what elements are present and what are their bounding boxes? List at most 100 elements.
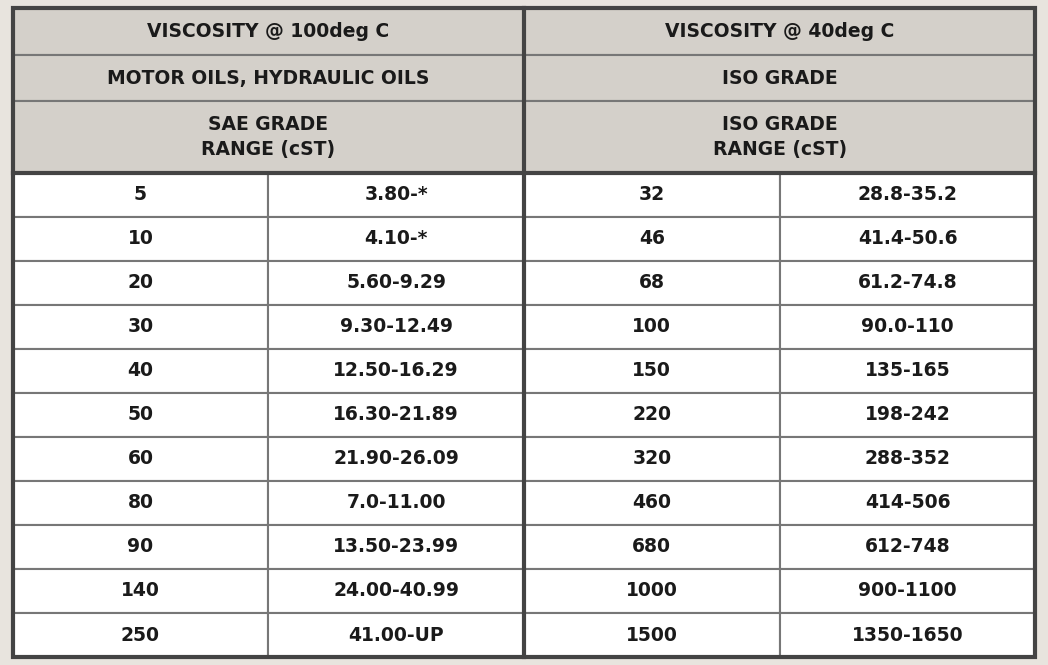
Bar (524, 8, 1035, 55)
Bar (780, 217, 1035, 261)
Bar (13, 525, 268, 569)
Bar (268, 217, 524, 261)
Bar (268, 349, 524, 393)
Bar (268, 305, 524, 349)
Bar (13, 217, 268, 261)
Text: 3.80-*: 3.80-* (365, 186, 428, 204)
Bar (268, 569, 524, 613)
Bar (13, 437, 268, 481)
Bar (13, 481, 268, 525)
Bar (524, 217, 780, 261)
Text: 40: 40 (128, 361, 153, 380)
Bar (13, 393, 268, 437)
Text: ISO GRADE
RANGE (cST): ISO GRADE RANGE (cST) (713, 115, 847, 159)
Bar (780, 261, 1035, 305)
Bar (780, 305, 1035, 349)
Text: VISCOSITY @ 40deg C: VISCOSITY @ 40deg C (665, 22, 894, 41)
Text: 60: 60 (128, 450, 153, 468)
Text: 150: 150 (632, 361, 672, 380)
Text: 61.2-74.8: 61.2-74.8 (857, 273, 958, 293)
Text: 30: 30 (128, 317, 153, 336)
Bar (524, 437, 780, 481)
Text: 680: 680 (632, 537, 672, 557)
Text: 320: 320 (632, 450, 672, 468)
Bar (524, 55, 1035, 102)
Bar (524, 102, 1035, 173)
Bar (780, 393, 1035, 437)
Bar (780, 173, 1035, 217)
Bar (524, 305, 780, 349)
Bar (13, 102, 524, 173)
Text: 198-242: 198-242 (865, 406, 951, 424)
Bar (13, 55, 524, 102)
Bar (780, 569, 1035, 613)
Bar (780, 613, 1035, 657)
Text: 46: 46 (639, 229, 664, 248)
Bar (268, 525, 524, 569)
Text: 220: 220 (632, 406, 672, 424)
Text: 10: 10 (128, 229, 153, 248)
Bar (13, 613, 268, 657)
Bar (780, 437, 1035, 481)
Text: 612-748: 612-748 (865, 537, 951, 557)
Text: ISO GRADE: ISO GRADE (722, 68, 837, 88)
Text: 20: 20 (128, 273, 153, 293)
Text: 50: 50 (128, 406, 153, 424)
Bar (524, 173, 780, 217)
Bar (268, 437, 524, 481)
Text: 250: 250 (121, 626, 160, 644)
Text: 41.4-50.6: 41.4-50.6 (857, 229, 958, 248)
Text: 1500: 1500 (626, 626, 678, 644)
Text: 5: 5 (134, 186, 147, 204)
Bar (524, 393, 780, 437)
Bar (524, 525, 780, 569)
Text: VISCOSITY @ 100deg C: VISCOSITY @ 100deg C (147, 22, 390, 41)
Bar (524, 613, 780, 657)
Text: 9.30-12.49: 9.30-12.49 (340, 317, 453, 336)
Bar (524, 569, 780, 613)
Text: 288-352: 288-352 (865, 450, 951, 468)
Text: 135-165: 135-165 (865, 361, 951, 380)
Text: 1350-1650: 1350-1650 (852, 626, 963, 644)
Text: 900-1100: 900-1100 (858, 581, 957, 600)
Text: 24.00-40.99: 24.00-40.99 (333, 581, 459, 600)
Bar (13, 8, 524, 55)
Text: 90: 90 (128, 537, 153, 557)
Bar (268, 613, 524, 657)
Bar (13, 349, 268, 393)
Text: 68: 68 (639, 273, 664, 293)
Text: 414-506: 414-506 (865, 493, 951, 513)
Bar (268, 481, 524, 525)
Text: 21.90-26.09: 21.90-26.09 (333, 450, 459, 468)
Bar (524, 261, 780, 305)
Text: 41.00-UP: 41.00-UP (348, 626, 444, 644)
Text: 460: 460 (632, 493, 672, 513)
Text: 16.30-21.89: 16.30-21.89 (333, 406, 459, 424)
Bar (780, 525, 1035, 569)
Text: 32: 32 (639, 186, 664, 204)
Bar (268, 173, 524, 217)
Text: 1000: 1000 (626, 581, 678, 600)
Bar (13, 173, 268, 217)
Bar (780, 481, 1035, 525)
Bar (13, 261, 268, 305)
Text: MOTOR OILS, HYDRAULIC OILS: MOTOR OILS, HYDRAULIC OILS (107, 68, 430, 88)
Text: 28.8-35.2: 28.8-35.2 (857, 186, 958, 204)
Text: 12.50-16.29: 12.50-16.29 (333, 361, 459, 380)
Text: 7.0-11.00: 7.0-11.00 (347, 493, 445, 513)
Text: 90.0-110: 90.0-110 (861, 317, 954, 336)
Text: 140: 140 (121, 581, 160, 600)
Text: SAE GRADE
RANGE (cST): SAE GRADE RANGE (cST) (201, 115, 335, 159)
Bar (524, 349, 780, 393)
Text: 4.10-*: 4.10-* (365, 229, 428, 248)
Bar (13, 305, 268, 349)
Text: 5.60-9.29: 5.60-9.29 (346, 273, 446, 293)
Bar (780, 349, 1035, 393)
Bar (13, 569, 268, 613)
Bar (268, 261, 524, 305)
Text: 100: 100 (632, 317, 672, 336)
Bar (268, 393, 524, 437)
Text: 80: 80 (128, 493, 153, 513)
Text: 13.50-23.99: 13.50-23.99 (333, 537, 459, 557)
Bar (524, 481, 780, 525)
